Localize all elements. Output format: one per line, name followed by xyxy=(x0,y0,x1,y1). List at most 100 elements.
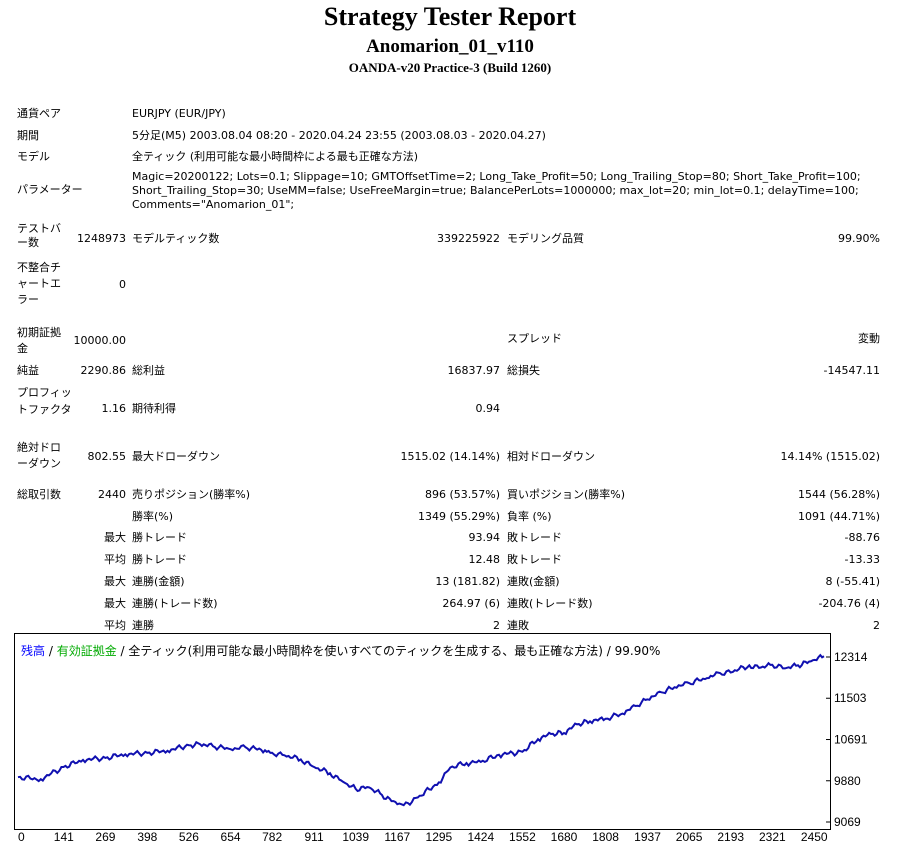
params-line-1: Magic=20200122; Lots=0.1; Slippage=10; G… xyxy=(132,170,861,183)
balance-chart: 残高 / 有効証拠金 / 全ティック(利用可能な最小時間枠を使いすべてのティック… xyxy=(14,633,831,830)
net-value: 2290.86 xyxy=(80,364,127,377)
acw-label: 連勝 xyxy=(132,619,154,632)
lwin-label: 勝トレード xyxy=(132,531,187,544)
max-label-3: 最大 xyxy=(104,597,126,610)
mcls-value: -204.76 (4) xyxy=(818,597,880,610)
spread-value: 変動 xyxy=(858,332,880,345)
x-tick-label: 2193 xyxy=(717,830,744,844)
y-tick-label: 11503 xyxy=(834,691,867,705)
avg-label-1: 平均 xyxy=(104,553,126,566)
model-value: 全ティック (利用可能な最小時間枠による最も正確な方法) xyxy=(132,150,419,163)
spread-label: スプレッド xyxy=(507,332,562,345)
x-tick-label: 0 xyxy=(18,830,25,844)
params-line-2: Short_Trailing_Stop=30; UseMM=false; Use… xyxy=(132,184,859,197)
lloss-label: 敗トレード xyxy=(507,531,562,544)
model-label: モデル xyxy=(17,150,50,163)
max-dd-label: 最大ドローダウン xyxy=(132,450,220,463)
aloss-label: 敗トレード xyxy=(507,553,562,566)
x-tick-label: 1424 xyxy=(467,830,494,844)
lloss-value: -88.76 xyxy=(844,531,880,544)
mcw-value: 13 (181.82) xyxy=(435,575,500,588)
mismatch-label: 不整合チャートエラー xyxy=(17,261,61,306)
x-tick-label: 911 xyxy=(305,830,324,844)
long-label: 買いポジション(勝率%) xyxy=(507,488,626,501)
mcl-value: 8 (-55.41) xyxy=(825,575,880,588)
params-line-3: Comments="Anomarion_01"; xyxy=(132,198,295,211)
period-value: 5分足(M5) 2003.08.04 08:20 - 2020.04.24 23… xyxy=(132,129,546,142)
report-title: Strategy Tester Report xyxy=(323,2,577,31)
y-tick-label: 9880 xyxy=(834,774,861,788)
pair-label: 通貨ペア xyxy=(17,107,61,120)
y-tick-label: 9069 xyxy=(834,815,861,829)
report-subtitle: Anomarion_01_v110 xyxy=(366,36,534,57)
x-tick-label: 1167 xyxy=(384,830,410,844)
mismatch-value: 0 xyxy=(119,278,126,291)
rel-dd-label: 相対ドローダウン xyxy=(507,450,595,463)
x-tick-label: 526 xyxy=(179,830,199,844)
x-tick-label: 1039 xyxy=(342,830,369,844)
abs-dd-label: 絶対ドローダウン xyxy=(17,441,61,470)
loss-pct-label: 負率 (%) xyxy=(507,510,552,523)
legend-sep-2: / xyxy=(116,644,129,658)
pair-value: EURJPY (EUR/JPY) xyxy=(132,107,226,120)
balance-line xyxy=(17,653,825,807)
x-tick-label: 398 xyxy=(137,830,157,844)
net-label: 純益 xyxy=(17,364,39,377)
y-tick-label: 10691 xyxy=(834,733,868,747)
gross-profit-value: 16837.97 xyxy=(447,364,501,377)
gross-loss-label: 総損失 xyxy=(507,364,540,377)
x-tick-label: 782 xyxy=(262,830,282,844)
legend-sep-1: / xyxy=(45,644,57,658)
x-tick-label: 1808 xyxy=(592,830,619,844)
x-tick-label: 2065 xyxy=(676,830,703,844)
x-tick-label: 141 xyxy=(54,830,74,844)
x-tick-label: 269 xyxy=(95,830,115,844)
legend-description: 全ティック(利用可能な最小時間枠を使いすべてのティックを生成する、最も正確な方法… xyxy=(128,644,661,658)
mcl-label: 連敗(金額) xyxy=(507,575,560,588)
awin-value: 12.48 xyxy=(468,553,501,566)
x-tick-label: 2321 xyxy=(759,830,786,844)
chart-legend: 残高 / 有効証拠金 / 全ティック(利用可能な最小時間枠を使いすべてのティック… xyxy=(21,644,660,658)
payoff-label: 期待利得 xyxy=(132,402,176,415)
ticks-value: 339225922 xyxy=(437,232,500,245)
legend-balance: 残高 xyxy=(21,644,46,658)
rel-dd-value: 14.14% (1515.02) xyxy=(780,450,880,463)
awin-label: 勝トレード xyxy=(132,553,187,566)
gross-loss-value: -14547.11 xyxy=(823,364,880,377)
deposit-label: 初期証拠金 xyxy=(17,326,61,355)
max-dd-value: 1515.02 (14.14%) xyxy=(400,450,500,463)
acl-label: 連敗 xyxy=(507,619,529,632)
report-server: OANDA-v20 Practice-3 (Build 1260) xyxy=(348,60,552,75)
long-value: 1544 (56.28%) xyxy=(797,488,880,501)
x-tick-label: 1295 xyxy=(426,830,453,844)
quality-label: モデリング品質 xyxy=(507,232,584,245)
x-tick-label: 2450 xyxy=(801,830,828,844)
avg-label-2: 平均 xyxy=(104,619,126,632)
loss-pct-value: 1091 (44.71%) xyxy=(797,510,880,523)
lwin-value: 93.94 xyxy=(468,531,501,544)
trades-label: 総取引数 xyxy=(17,488,61,501)
short-value: 896 (53.57%) xyxy=(424,488,500,501)
deposit-value: 10000.00 xyxy=(73,334,127,347)
bars-value: 1248973 xyxy=(77,232,126,245)
params-label: パラメーター xyxy=(17,183,83,196)
acl-value: 2 xyxy=(873,619,880,632)
payoff-value: 0.94 xyxy=(475,402,501,415)
aloss-value: -13.33 xyxy=(844,553,880,566)
max-label-2: 最大 xyxy=(104,575,126,588)
period-label: 期間 xyxy=(17,129,39,142)
quality-value: 99.90% xyxy=(838,232,880,245)
trades-value: 2440 xyxy=(98,488,126,501)
pf-value: 1.16 xyxy=(101,402,127,415)
legend-equity: 有効証拠金 xyxy=(56,644,117,658)
x-tick-label: 654 xyxy=(221,830,241,844)
abs-dd-value: 802.55 xyxy=(87,450,127,463)
acw-value: 2 xyxy=(493,619,500,632)
mcls-label: 連敗(トレード数) xyxy=(507,597,593,610)
bars-label: テストバー数 xyxy=(17,222,61,249)
win-pct-label: 勝率(%) xyxy=(132,510,174,523)
max-label-1: 最大 xyxy=(104,531,126,544)
x-tick-label: 1937 xyxy=(634,830,661,844)
gross-profit-label: 総利益 xyxy=(132,364,165,377)
